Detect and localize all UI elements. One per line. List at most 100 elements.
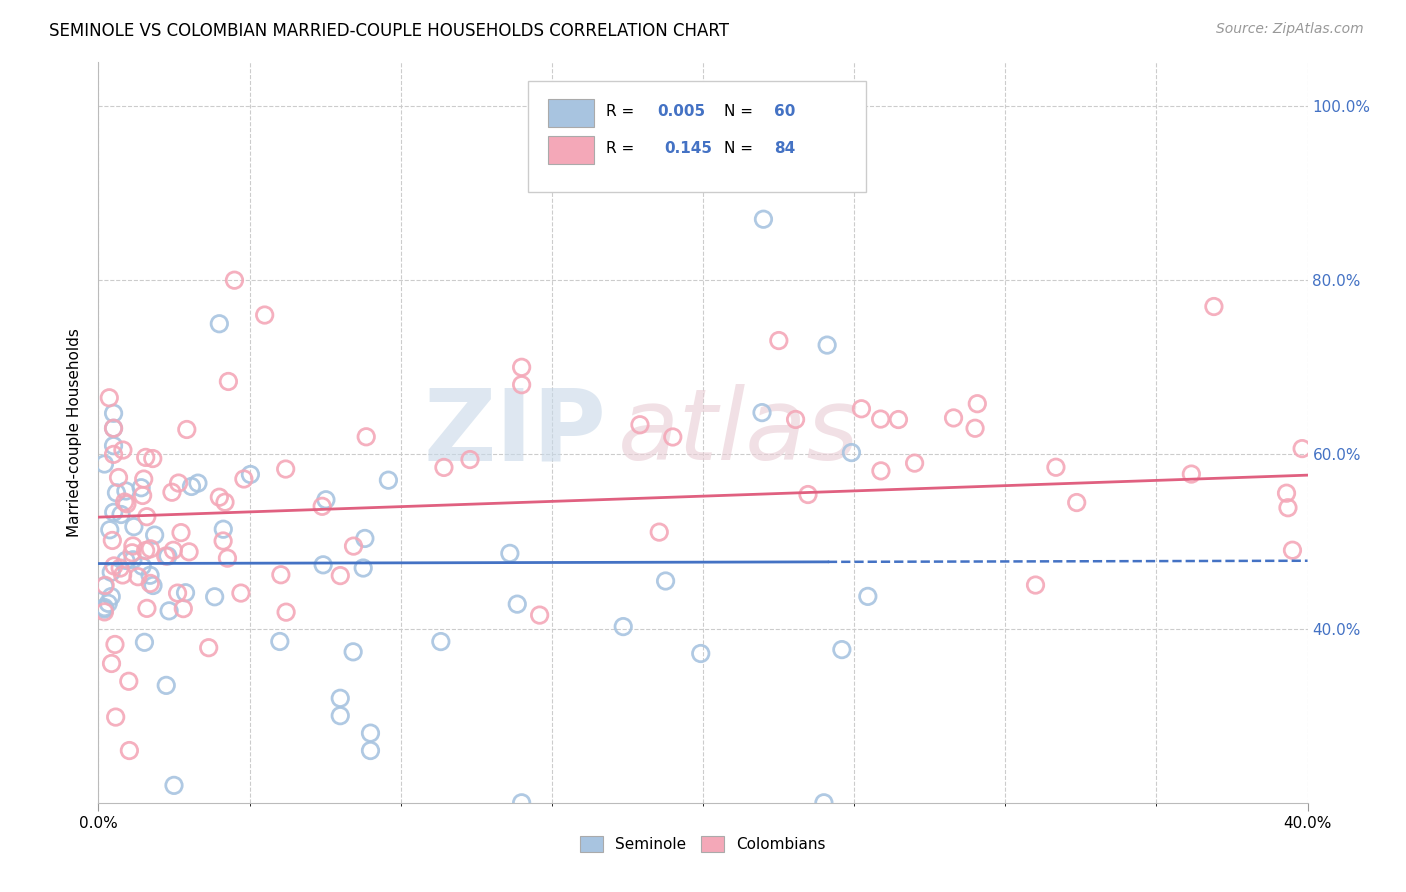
Point (352, 561, 374, 575)
Point (142, 578, 165, 592)
Point (1024, 578, 1046, 592)
Point (129, 481, 152, 495)
Point (377, 473, 399, 487)
Point (134, 635, 156, 649)
Point (115, 483, 138, 498)
Point (870, 464, 893, 478)
Point (197, 640, 219, 655)
Point (166, 586, 188, 600)
Point (139, 568, 162, 582)
Point (93, 457, 115, 471)
Point (648, 525, 671, 540)
Point (965, 421, 987, 435)
Point (329, 691, 352, 706)
Point (208, 317, 231, 331)
Point (797, 487, 820, 501)
Point (156, 549, 179, 563)
Point (107, 470, 129, 484)
Point (135, 509, 157, 524)
Text: Source: ZipAtlas.com: Source: ZipAtlas.com (1216, 22, 1364, 37)
Point (103, 439, 125, 453)
Point (342, 645, 364, 659)
Point (122, 553, 145, 567)
Point (100, 657, 122, 671)
Point (360, 743, 382, 757)
Point (752, 212, 775, 227)
Point (1202, 300, 1225, 314)
Point (176, 422, 198, 436)
Point (103, 505, 125, 519)
Point (103, 421, 125, 435)
Point (114, 495, 136, 509)
Point (887, 412, 910, 426)
Text: ZIP: ZIP (423, 384, 606, 481)
Point (214, 495, 236, 509)
Point (269, 634, 291, 648)
Point (217, 551, 239, 566)
Point (785, 412, 807, 426)
Point (315, 492, 337, 507)
Point (142, 451, 165, 466)
Point (1281, 543, 1303, 558)
Point (430, 634, 453, 648)
Point (104, 637, 127, 651)
Legend: Seminole, Colombians: Seminole, Colombians (574, 830, 832, 858)
Point (98, 391, 121, 405)
FancyBboxPatch shape (548, 99, 595, 127)
Point (98, 523, 121, 537)
Point (157, 604, 180, 618)
FancyBboxPatch shape (548, 136, 595, 164)
Point (103, 406, 125, 420)
Text: R =: R = (606, 103, 640, 119)
Point (966, 397, 988, 411)
Point (121, 546, 143, 560)
Point (270, 567, 292, 582)
Point (172, 601, 194, 615)
Point (122, 519, 145, 533)
Point (813, 796, 835, 810)
Point (312, 558, 335, 572)
Point (612, 619, 634, 633)
Point (111, 568, 134, 582)
Point (131, 559, 153, 574)
Point (162, 543, 184, 558)
Point (274, 605, 297, 619)
Point (856, 590, 879, 604)
Point (97, 596, 120, 610)
Point (232, 472, 254, 486)
Point (100, 590, 122, 604)
Point (689, 647, 711, 661)
Point (1045, 460, 1067, 475)
Point (135, 601, 157, 615)
Point (93, 579, 115, 593)
Point (311, 500, 333, 514)
Point (105, 485, 128, 500)
Point (768, 334, 790, 348)
Point (101, 533, 124, 548)
Point (1275, 486, 1298, 500)
Point (160, 485, 183, 500)
Point (342, 539, 364, 553)
Point (506, 597, 529, 611)
Point (163, 778, 186, 792)
Point (103, 447, 125, 461)
Point (103, 558, 125, 573)
Point (143, 528, 166, 542)
Point (208, 490, 231, 504)
Text: 0.005: 0.005 (657, 103, 706, 119)
Point (177, 545, 200, 559)
Point (93, 605, 115, 619)
Point (354, 430, 377, 444)
Point (127, 570, 149, 584)
Point (204, 590, 226, 604)
Point (253, 308, 276, 322)
Point (139, 576, 162, 591)
Point (661, 430, 683, 444)
Text: atlas: atlas (619, 384, 860, 481)
Y-axis label: Married-couple Households: Married-couple Households (67, 328, 83, 537)
Point (111, 443, 134, 458)
Point (217, 375, 239, 389)
Point (229, 586, 252, 600)
Text: SEMINOLE VS COLOMBIAN MARRIED-COUPLE HOUSEHOLDS CORRELATION CHART: SEMINOLE VS COLOMBIAN MARRIED-COUPLE HOU… (49, 22, 730, 40)
Point (510, 377, 533, 392)
